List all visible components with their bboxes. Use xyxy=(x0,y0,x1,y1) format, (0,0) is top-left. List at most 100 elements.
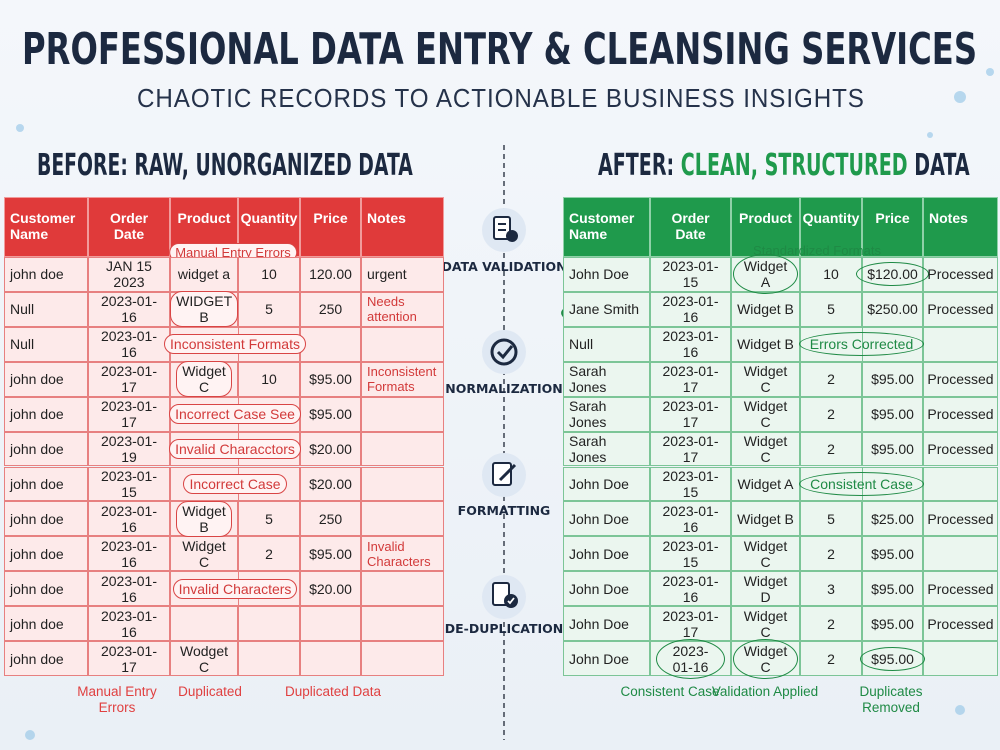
cell-text: 2023-01-16 xyxy=(100,293,158,326)
cell-text: 2023-01-15 xyxy=(662,467,719,500)
table-cell xyxy=(238,606,300,642)
table-cell: 5 xyxy=(800,501,862,537)
cell-text: Widget A xyxy=(732,254,799,295)
table-cell: 2023-01-15 xyxy=(650,466,731,502)
cell-text: 2023-01-17 xyxy=(662,607,719,640)
cell-text: $250.00 xyxy=(867,301,918,318)
cell-text: 2023-01-17 xyxy=(662,433,719,466)
table-cell: john doe xyxy=(4,641,88,676)
table-cell: Processed xyxy=(923,431,998,467)
column-header: Customer Name xyxy=(563,197,650,257)
heading-suffix: DATA xyxy=(914,148,970,183)
cell-text: $95.00 xyxy=(871,406,914,423)
cell-text: john doe xyxy=(10,266,64,283)
cell-text: John Doe xyxy=(569,615,629,632)
table-cell: 2023-01-16 xyxy=(88,501,170,537)
table-cell: $95.00 xyxy=(862,361,923,397)
table-cell xyxy=(923,466,998,502)
table-cell: John Doe xyxy=(563,257,650,292)
cell-text: 2023-01-17 xyxy=(662,398,719,431)
table-cell: john doe xyxy=(4,536,88,572)
cell-text: 2023-01-16 xyxy=(100,502,158,535)
table-cell: 2023-01-16 xyxy=(88,326,170,362)
cell-text: john doe xyxy=(10,441,64,458)
step-icon xyxy=(482,208,526,619)
table-cell: 2023-01-16 xyxy=(650,326,731,362)
cell-text: Processed xyxy=(927,615,994,632)
cell-text: Processed xyxy=(927,580,994,597)
cell-text: Widget C xyxy=(743,398,788,431)
table-cell: john doe xyxy=(4,501,88,537)
cell-text: $95.00 xyxy=(871,545,914,562)
cell-text: 2 xyxy=(827,615,835,632)
cell-text: Invalid Characters xyxy=(367,538,431,569)
cell-text: Widget C xyxy=(743,607,788,640)
cell-text: Processed xyxy=(927,301,994,318)
column-header: Price xyxy=(862,197,923,257)
cell-text: Processed xyxy=(927,371,994,388)
table-cell: Processed xyxy=(923,361,998,397)
table-cell: 2 xyxy=(800,396,862,432)
table-cell xyxy=(300,641,361,676)
cell-text: Null xyxy=(569,336,594,353)
cell-text: Sarah Jones xyxy=(569,433,607,466)
cell-text: $20.00 xyxy=(309,580,352,597)
table-cell: 5 xyxy=(800,291,862,327)
cell-text: Processed xyxy=(927,266,994,283)
cell-text: john doe xyxy=(10,371,64,388)
table-cell: JAN 15 2023 xyxy=(88,257,170,292)
cell-text: 2 xyxy=(827,406,835,423)
table-cell: john doe xyxy=(4,466,88,502)
cell-text: 250 xyxy=(318,510,343,527)
table-cell: 2 xyxy=(800,606,862,642)
table-cell: Widget C xyxy=(731,536,800,572)
table-cell: John Doe xyxy=(563,501,650,537)
cell-text: Consistent Case xyxy=(799,471,924,496)
column-header: Price xyxy=(300,197,361,257)
cell-text: $120.00 xyxy=(856,262,929,287)
cell-text: Errors Corrected xyxy=(798,332,925,357)
table-cell: John Doe xyxy=(563,536,650,572)
table-cell xyxy=(361,326,444,362)
table-cell: Widget B xyxy=(731,291,800,327)
table-cell: $20.00 xyxy=(300,466,361,502)
cell-text: Widget C xyxy=(176,361,232,398)
step-label: DATA VALIDATION xyxy=(441,259,567,274)
table-cell xyxy=(923,326,998,362)
table-cell: Widget C xyxy=(731,396,800,432)
cell-text: Processed xyxy=(927,406,994,423)
cell-text: 2023-01-17 xyxy=(662,363,719,396)
cell-text: 2023-01-16 xyxy=(100,607,158,640)
footer-note: Manual Entry Errors xyxy=(77,684,157,715)
table-cell: 2023-01-16 xyxy=(88,571,170,607)
cell-text: $95.00 xyxy=(309,371,352,388)
cell-text: Wodget C xyxy=(180,642,228,675)
table-cell: 2023-01-16 xyxy=(650,571,731,607)
cell-text: Jane Smith xyxy=(569,301,640,318)
table-cell: 2 xyxy=(800,641,862,676)
table-cell: Widget B xyxy=(170,500,238,537)
column-header: Customer Name xyxy=(4,197,88,257)
table-cell xyxy=(361,501,444,537)
table-cell xyxy=(361,641,444,676)
table-cell: $250.00 xyxy=(862,291,923,327)
table-cell: 250 xyxy=(300,291,361,327)
cell-text: 5 xyxy=(827,510,835,527)
table-cell: 2023-01-19 xyxy=(88,431,170,467)
table-cell: Jane Smith xyxy=(563,291,650,327)
cell-text: 10 xyxy=(261,266,277,283)
column-header: Order Date xyxy=(88,197,170,257)
table-cell: Processed xyxy=(923,291,998,327)
cell-text: 250 xyxy=(318,301,343,318)
table-cell: 120.00 xyxy=(300,257,361,292)
table-cell: 2023-01-17 xyxy=(88,396,170,432)
cell-text: Widget B xyxy=(737,301,794,318)
table-cell: 2023-01-16 xyxy=(650,501,731,537)
cell-text: 5 xyxy=(827,301,835,318)
table-cell: 2023-01-16 xyxy=(88,606,170,642)
cell-text: Sarah Jones xyxy=(569,363,607,396)
cell-text: Null xyxy=(10,301,35,318)
step-label: DE-DUPLICATION xyxy=(444,621,564,636)
table-cell: Inconsistent Formats xyxy=(361,361,444,397)
